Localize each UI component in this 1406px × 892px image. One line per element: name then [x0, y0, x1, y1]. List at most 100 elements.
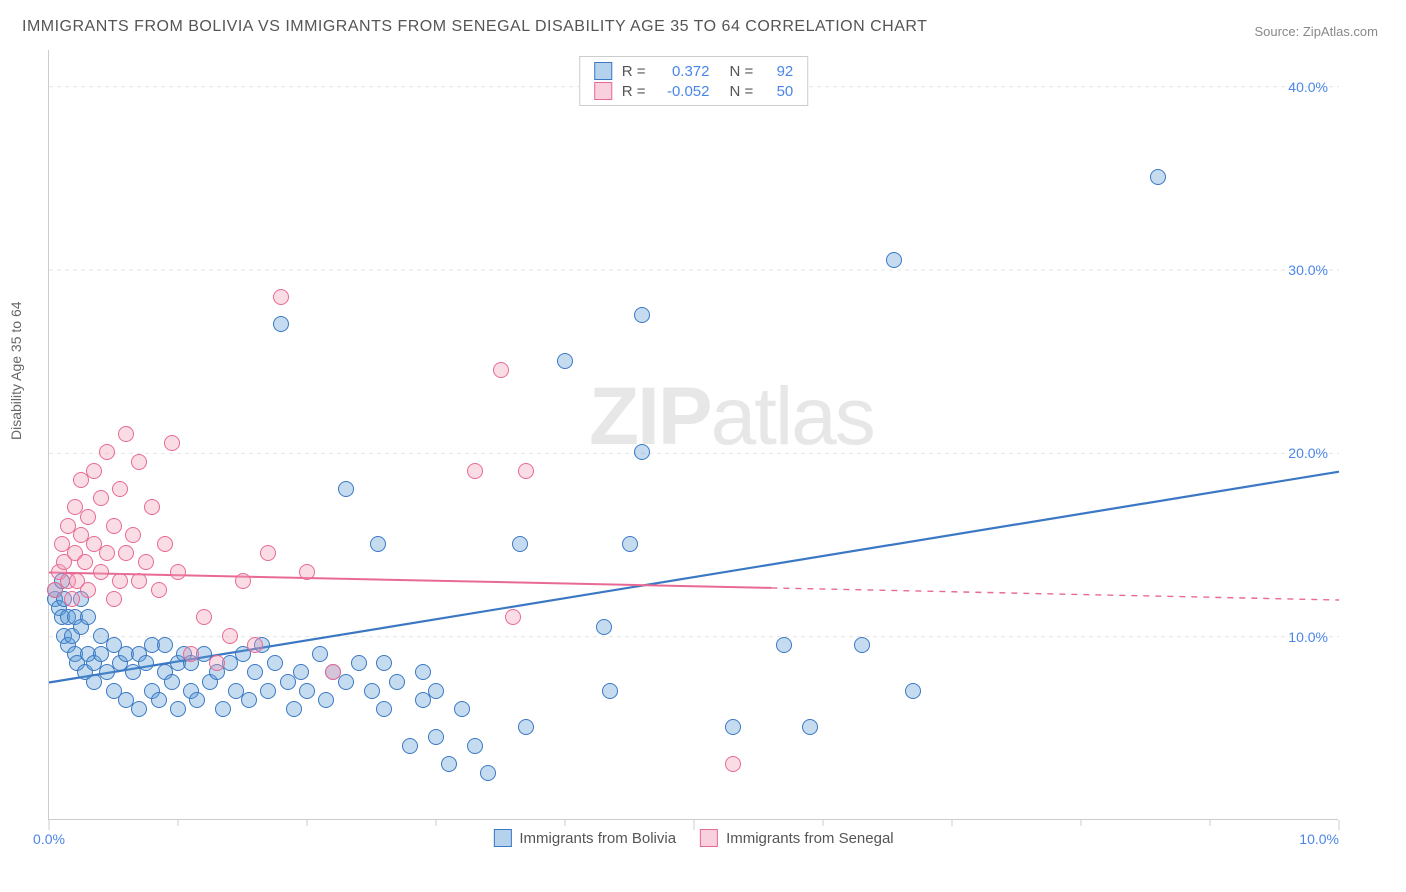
data-point-bolivia	[189, 692, 205, 708]
data-point-bolivia	[164, 674, 180, 690]
data-point-bolivia	[370, 536, 386, 552]
data-point-bolivia	[596, 619, 612, 635]
data-point-bolivia	[338, 674, 354, 690]
y-tick-label: 20.0%	[1288, 445, 1328, 461]
data-point-bolivia	[634, 307, 650, 323]
bottom-legend: Immigrants from Bolivia Immigrants from S…	[493, 829, 893, 847]
data-point-senegal	[467, 463, 483, 479]
data-point-senegal	[209, 655, 225, 671]
data-point-senegal	[725, 756, 741, 772]
y-tick-label: 40.0%	[1288, 79, 1328, 95]
data-point-senegal	[235, 573, 251, 589]
data-point-bolivia	[905, 683, 921, 699]
data-point-senegal	[93, 490, 109, 506]
stats-n-label: N =	[730, 83, 754, 100]
legend-item-bolivia: Immigrants from Bolivia	[493, 829, 676, 847]
data-point-senegal	[273, 289, 289, 305]
legend-swatch-bolivia	[493, 829, 511, 847]
data-point-senegal	[138, 554, 154, 570]
source-name: ZipAtlas.com	[1303, 24, 1378, 39]
data-point-bolivia	[215, 701, 231, 717]
data-point-bolivia	[428, 683, 444, 699]
data-point-senegal	[80, 509, 96, 525]
data-point-bolivia	[512, 536, 528, 552]
x-tick-label: 10.0%	[1299, 831, 1339, 847]
data-point-bolivia	[138, 655, 154, 671]
stats-r-label: R =	[622, 63, 646, 80]
data-point-bolivia	[157, 637, 173, 653]
data-point-senegal	[247, 637, 263, 653]
data-point-senegal	[183, 646, 199, 662]
data-point-senegal	[131, 454, 147, 470]
data-point-senegal	[299, 564, 315, 580]
stats-r-value-bolivia: 0.372	[656, 63, 710, 80]
data-point-bolivia	[273, 316, 289, 332]
chart-title: IMMIGRANTS FROM BOLIVIA VS IMMIGRANTS FR…	[22, 18, 927, 36]
data-point-bolivia	[247, 664, 263, 680]
stats-swatch-bolivia	[594, 62, 612, 80]
legend-item-senegal: Immigrants from Senegal	[700, 829, 894, 847]
data-point-bolivia	[886, 252, 902, 268]
data-point-bolivia	[351, 655, 367, 671]
source-attribution: Source: ZipAtlas.com	[1254, 24, 1378, 39]
x-tick-label: 0.0%	[33, 831, 65, 847]
data-point-senegal	[125, 527, 141, 543]
y-tick-label: 30.0%	[1288, 262, 1328, 278]
data-point-bolivia	[622, 536, 638, 552]
data-point-bolivia	[557, 353, 573, 369]
data-point-bolivia	[776, 637, 792, 653]
data-point-senegal	[493, 362, 509, 378]
stats-row-bolivia: R =0.372N =92	[594, 61, 794, 81]
data-point-senegal	[151, 582, 167, 598]
correlation-stats-box: R = 0.372 N = 92R = -0.052 N = 50	[579, 56, 809, 106]
data-point-senegal	[106, 591, 122, 607]
y-axis-label: Disability Age 35 to 64	[8, 301, 24, 440]
data-point-senegal	[131, 573, 147, 589]
data-point-bolivia	[854, 637, 870, 653]
data-point-senegal	[325, 664, 341, 680]
data-point-senegal	[157, 536, 173, 552]
data-point-bolivia	[170, 701, 186, 717]
data-point-bolivia	[151, 692, 167, 708]
stats-r-value-senegal: -0.052	[656, 83, 710, 100]
data-point-bolivia	[80, 609, 96, 625]
data-point-bolivia	[267, 655, 283, 671]
stats-r-label: R =	[622, 83, 646, 100]
data-point-senegal	[99, 545, 115, 561]
data-point-senegal	[170, 564, 186, 580]
data-point-bolivia	[415, 664, 431, 680]
data-point-bolivia	[131, 701, 147, 717]
data-point-senegal	[77, 554, 93, 570]
data-point-senegal	[118, 426, 134, 442]
data-point-bolivia	[318, 692, 334, 708]
source-prefix: Source:	[1254, 24, 1302, 39]
data-point-senegal	[106, 518, 122, 534]
data-point-bolivia	[376, 655, 392, 671]
data-point-bolivia	[518, 719, 534, 735]
data-point-senegal	[260, 545, 276, 561]
data-point-bolivia	[376, 701, 392, 717]
data-point-bolivia	[241, 692, 257, 708]
data-point-bolivia	[389, 674, 405, 690]
data-point-senegal	[64, 591, 80, 607]
stats-n-value-bolivia: 92	[763, 63, 793, 80]
data-point-bolivia	[299, 683, 315, 699]
data-point-senegal	[222, 628, 238, 644]
data-point-senegal	[518, 463, 534, 479]
data-point-bolivia	[634, 444, 650, 460]
data-point-bolivia	[338, 481, 354, 497]
data-point-bolivia	[454, 701, 470, 717]
data-point-bolivia	[480, 765, 496, 781]
data-point-senegal	[93, 564, 109, 580]
data-point-bolivia	[364, 683, 380, 699]
stats-n-value-senegal: 50	[763, 83, 793, 100]
data-point-bolivia	[441, 756, 457, 772]
legend-swatch-senegal	[700, 829, 718, 847]
data-point-bolivia	[428, 729, 444, 745]
data-point-senegal	[112, 573, 128, 589]
data-point-bolivia	[260, 683, 276, 699]
data-point-bolivia	[602, 683, 618, 699]
stats-row-senegal: R = -0.052 N = 50	[594, 81, 794, 101]
stats-swatch-senegal	[594, 82, 612, 100]
data-point-bolivia	[312, 646, 328, 662]
